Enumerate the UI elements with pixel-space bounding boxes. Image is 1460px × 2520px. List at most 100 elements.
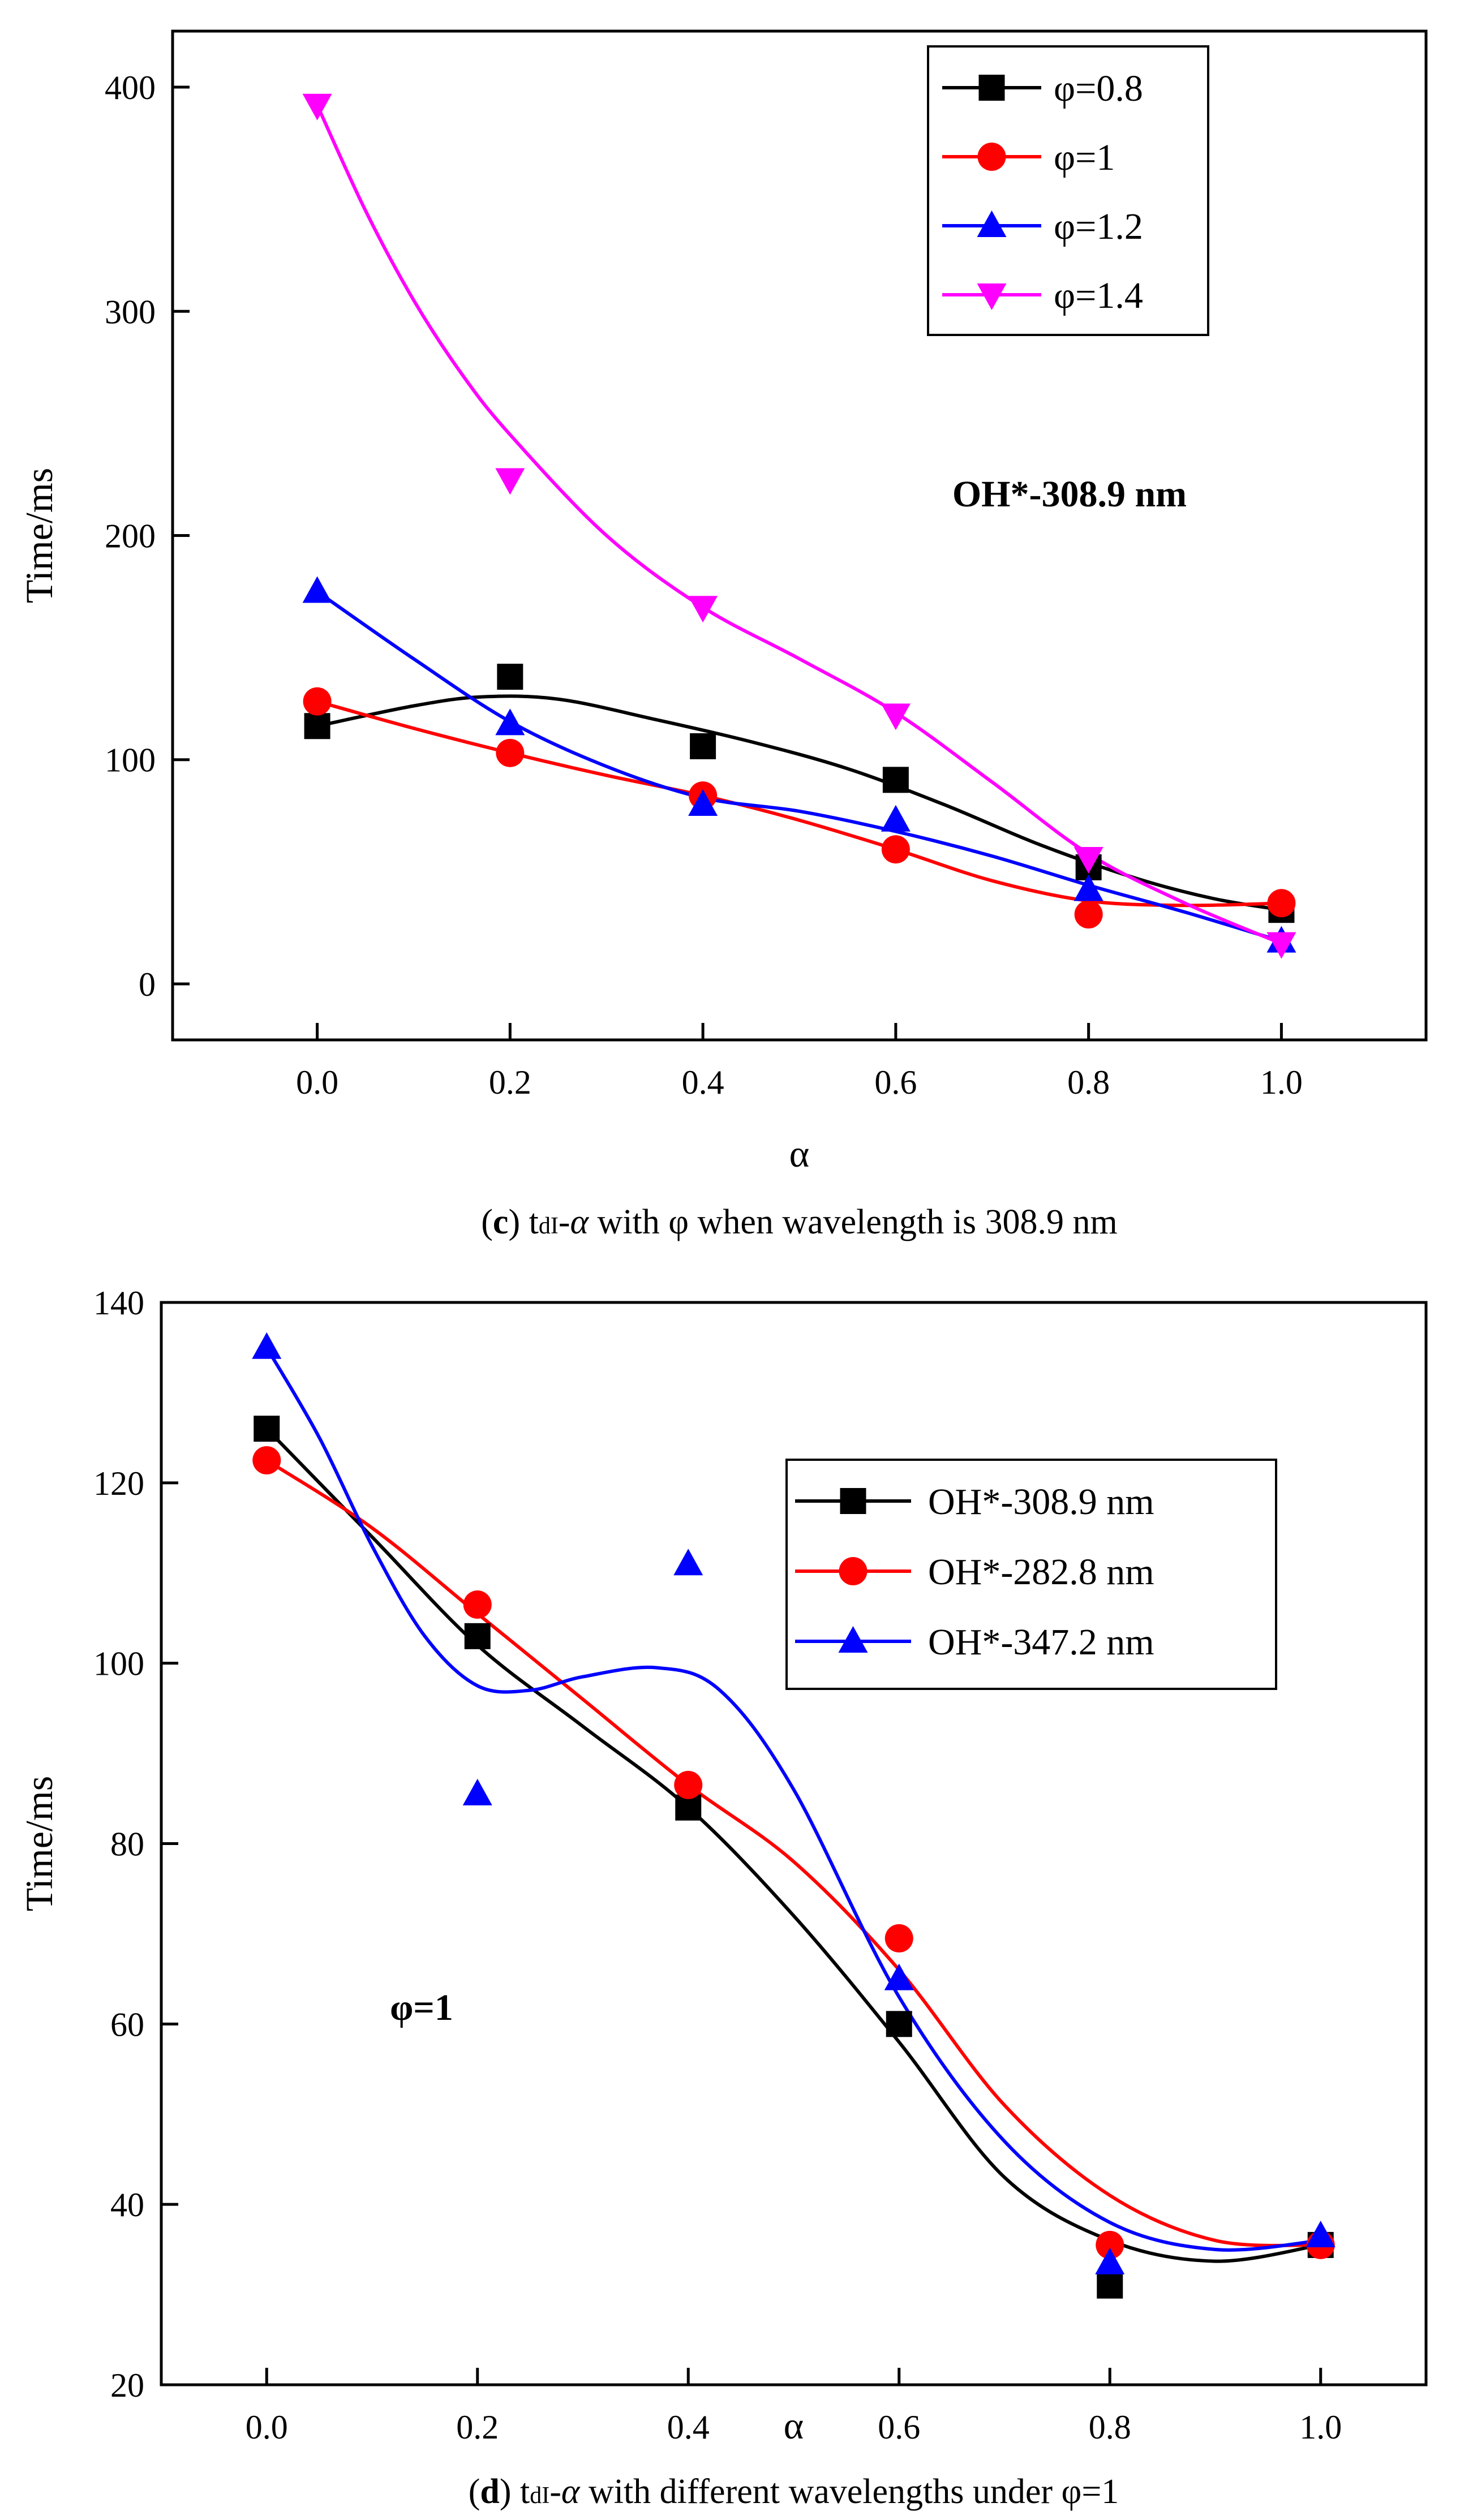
legend-label: φ=1.2 bbox=[1054, 206, 1143, 247]
y-tick-label: 80 bbox=[110, 1826, 144, 1863]
data-point bbox=[1074, 900, 1103, 929]
series-curve bbox=[316, 699, 1282, 908]
series-curve bbox=[265, 1459, 1321, 2247]
legend-label: OH*-308.9 nm bbox=[928, 1481, 1154, 1523]
data-point bbox=[881, 703, 911, 730]
plot-frame bbox=[171, 29, 1428, 1042]
x-tick-label: 0.2 bbox=[489, 1064, 531, 1101]
legend-marker bbox=[977, 143, 1006, 171]
legend-label: φ=1.4 bbox=[1054, 275, 1143, 316]
caption-open-paren: ( bbox=[481, 1203, 493, 1241]
x-tick-label: 0.8 bbox=[1089, 2409, 1131, 2446]
caption-symbol-alpha: α bbox=[570, 1203, 590, 1241]
caption-symbol-dash: - bbox=[549, 2472, 561, 2511]
data-point bbox=[688, 596, 718, 623]
data-point bbox=[882, 767, 909, 793]
data-point bbox=[1073, 847, 1103, 874]
caption-symbol-subscript: dI bbox=[530, 2483, 549, 2509]
legend-marker bbox=[977, 210, 1007, 237]
caption-symbol-t: t bbox=[520, 2472, 530, 2511]
caption-space bbox=[520, 1203, 529, 1241]
caption-open-paren: ( bbox=[469, 2472, 480, 2511]
chart-panel-d: 0.0 0.2 0.4 0.6 0.8 1.0 20 40 60 80 100 120 140 α Time… bbox=[18, 1284, 1428, 2511]
x-tick-label: 0.4 bbox=[667, 2409, 710, 2446]
series-curve bbox=[265, 1347, 1321, 2252]
caption-close-paren: ) bbox=[508, 1203, 520, 1241]
x-tick-label: 1.0 bbox=[1299, 2409, 1342, 2446]
legend-label: φ=1 bbox=[1054, 137, 1115, 178]
series-curve bbox=[316, 590, 1282, 943]
y-tick-label: 0 bbox=[139, 966, 156, 1003]
data-point bbox=[302, 93, 332, 121]
y-tick-label: 140 bbox=[93, 1284, 144, 1322]
y-tick-label: 100 bbox=[105, 742, 156, 779]
legend: φ=0.8 φ=1 φ=1.2 φ=1.4 bbox=[927, 45, 1209, 336]
data-point bbox=[688, 789, 718, 816]
y-tick-label: 60 bbox=[110, 2006, 144, 2043]
legend: OH*-308.9 nm OH*-282.8 nm OH*-347.2 nm bbox=[785, 1459, 1277, 1690]
y-tick-label: 120 bbox=[93, 1465, 144, 1502]
caption-text: with φ when wavelength is 308.9 nm bbox=[589, 1203, 1118, 1241]
data-point bbox=[496, 738, 525, 767]
x-tick-label: 1.0 bbox=[1260, 1064, 1303, 1101]
legend-label: OH*-347.2 nm bbox=[928, 1622, 1154, 1663]
x-axis-label: α bbox=[784, 2404, 804, 2447]
legend-marker bbox=[977, 283, 1007, 310]
data-point bbox=[1306, 2220, 1336, 2247]
y-axis-label: Time/ms bbox=[18, 1776, 61, 1911]
data-point bbox=[886, 2011, 912, 2037]
data-point bbox=[497, 664, 523, 690]
data-point bbox=[674, 1770, 703, 1799]
x-tick-label: 0.6 bbox=[878, 2409, 920, 2446]
x-tick-label: 0.4 bbox=[682, 1064, 724, 1101]
y-tick-label: 100 bbox=[93, 1645, 144, 1683]
data-point bbox=[302, 576, 332, 603]
caption-symbol-subscript: dI bbox=[539, 1213, 559, 1239]
x-axis-label: α bbox=[789, 1132, 810, 1175]
data-point bbox=[1096, 2230, 1124, 2259]
data-point bbox=[254, 1416, 280, 1442]
data-point bbox=[252, 1332, 282, 1359]
data-point bbox=[690, 733, 716, 759]
data-point bbox=[673, 1549, 703, 1576]
caption-symbol-alpha: α bbox=[561, 2472, 581, 2511]
y-tick-label: 400 bbox=[105, 69, 156, 106]
legend-marker bbox=[839, 1557, 868, 1585]
data-point bbox=[464, 1623, 491, 1649]
legend-box bbox=[927, 45, 1209, 336]
caption-close-paren: ) bbox=[500, 2472, 512, 2511]
x-tick-label: 0.8 bbox=[1067, 1064, 1110, 1101]
data-point bbox=[1267, 889, 1296, 918]
data-point bbox=[881, 805, 911, 832]
caption-text: with different wavelengths under φ=1 bbox=[579, 2472, 1119, 2511]
data-point bbox=[1073, 874, 1103, 901]
legend-label: φ=0.8 bbox=[1054, 68, 1143, 109]
data-point bbox=[884, 1963, 914, 1990]
data-point bbox=[495, 468, 525, 495]
data-point bbox=[1266, 932, 1296, 959]
y-axis-label: Time/ms bbox=[18, 468, 61, 603]
x-tick-label: 0.0 bbox=[296, 1064, 338, 1101]
y-tick-label: 20 bbox=[110, 2367, 144, 2404]
data-point bbox=[1097, 2272, 1123, 2299]
y-tick-label: 40 bbox=[110, 2186, 144, 2224]
data-point bbox=[303, 687, 332, 716]
data-point bbox=[252, 1446, 281, 1474]
caption-symbol-t: t bbox=[529, 1203, 539, 1241]
x-tick-label: 0.0 bbox=[246, 2409, 288, 2446]
caption-panel-letter: d bbox=[480, 2472, 499, 2511]
caption-space bbox=[512, 2472, 521, 2511]
legend-box bbox=[785, 1459, 1277, 1690]
figure-caption: (c) tdI-α with φ when wavelength is 308.… bbox=[481, 1203, 1117, 1241]
y-tick-label: 200 bbox=[105, 518, 156, 555]
x-tick-label: 0.6 bbox=[874, 1064, 917, 1101]
chart-panel-c: 0.0 0.2 0.4 0.6 0.8 1.0 0 100 200 300 400 α Time/ms O… bbox=[18, 29, 1428, 1241]
data-point bbox=[304, 713, 330, 739]
data-point bbox=[1095, 2247, 1125, 2274]
data-point bbox=[463, 1590, 492, 1619]
figure-caption: (d) tdI-α with different wavelengths und… bbox=[469, 2472, 1119, 2511]
caption-panel-letter: c bbox=[493, 1203, 509, 1241]
caption-symbol-dash: - bbox=[559, 1203, 570, 1241]
chart-annotation: OH*-308.9 nm bbox=[952, 474, 1187, 515]
